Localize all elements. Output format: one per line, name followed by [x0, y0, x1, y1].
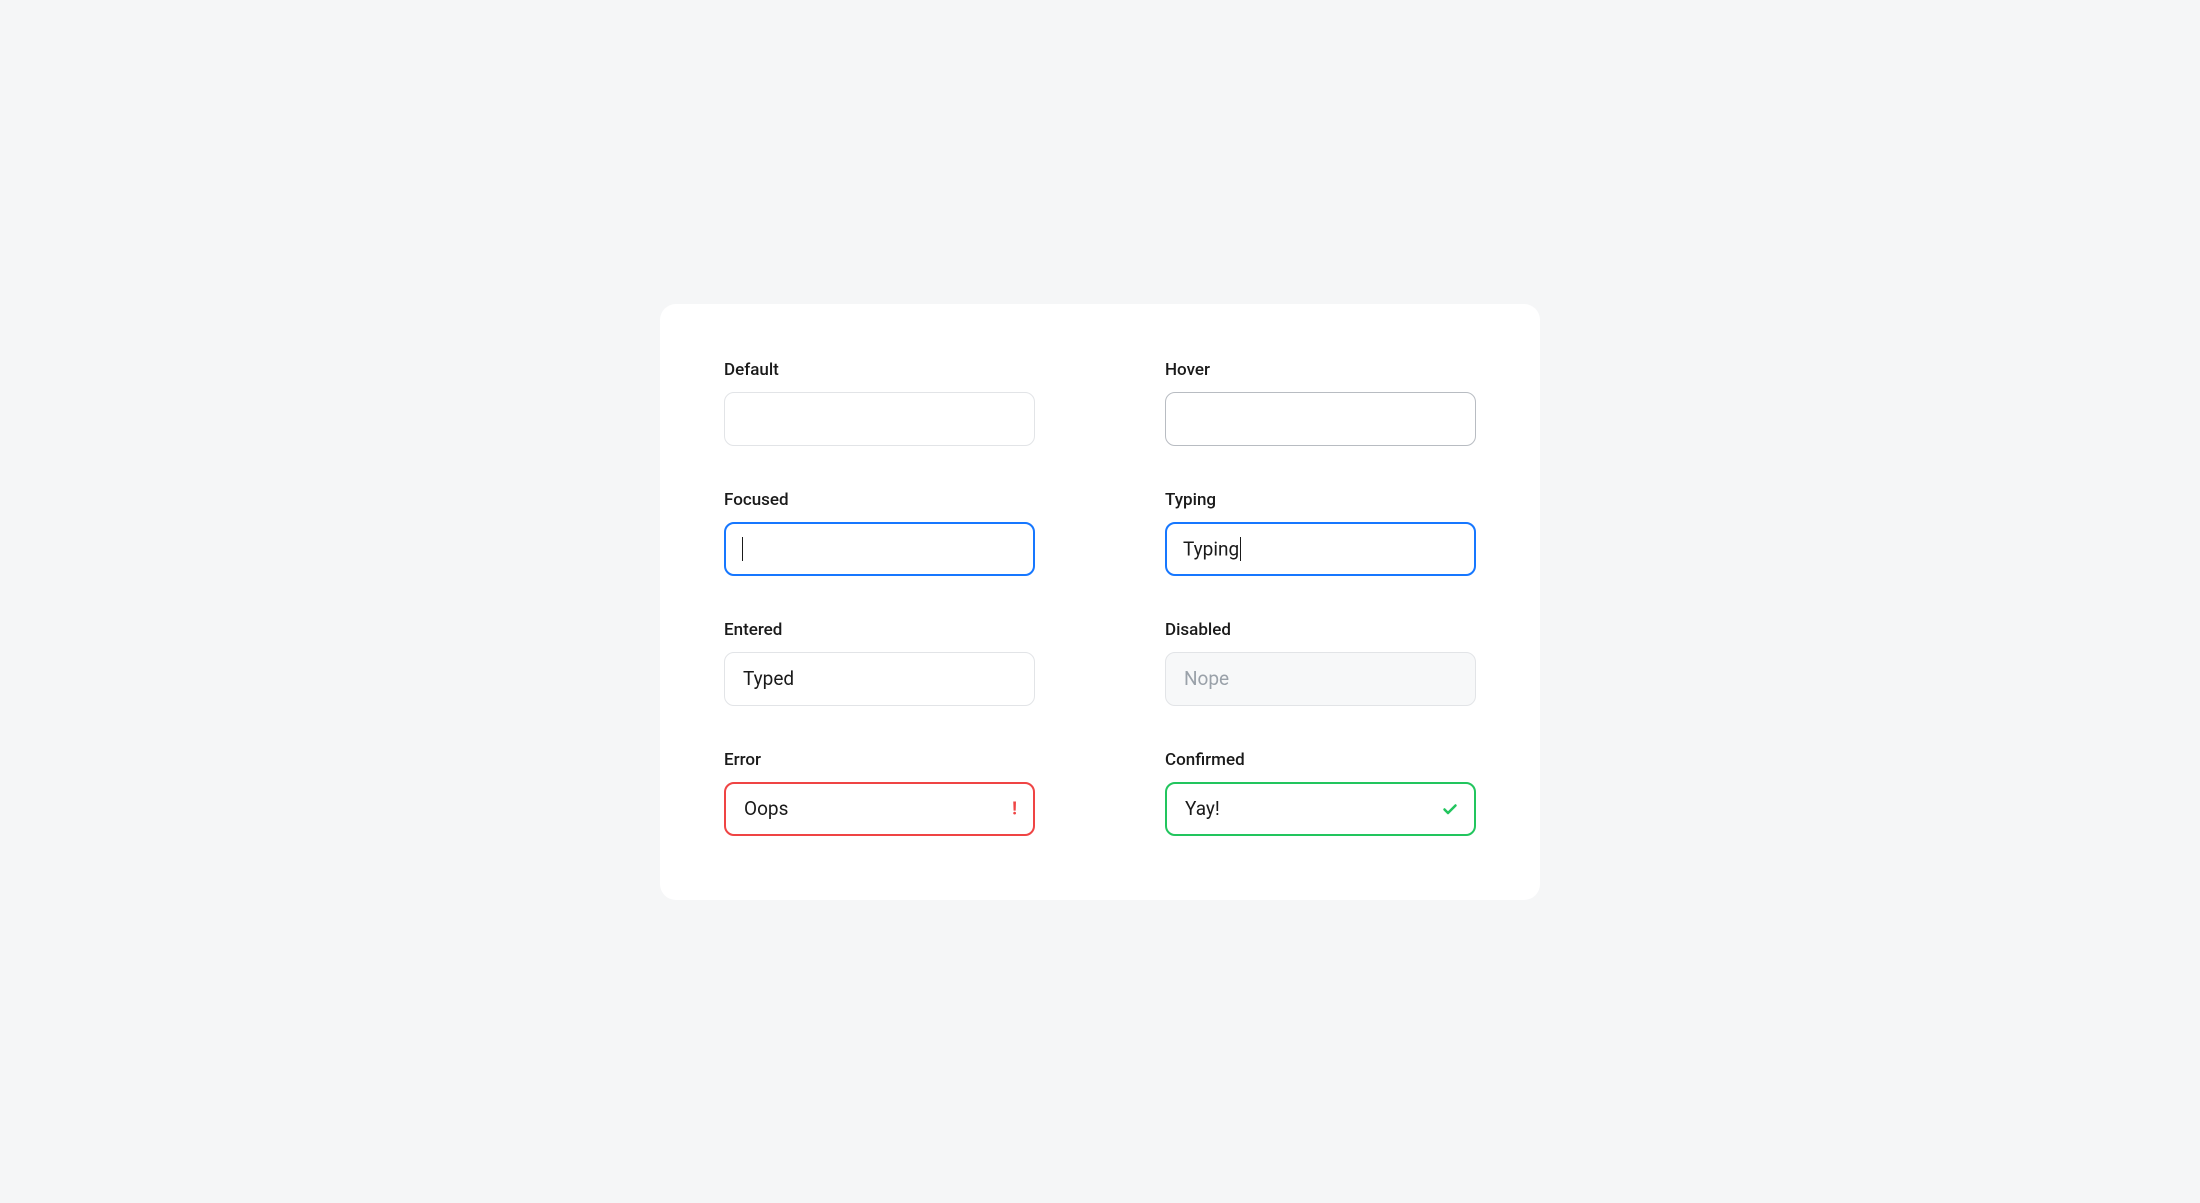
input-wrap-typing: Typing	[1165, 522, 1476, 576]
text-cursor-icon	[1240, 537, 1241, 561]
input-states-card: Default Hover Focused Typing Typing	[660, 304, 1540, 900]
input-default[interactable]	[724, 392, 1035, 446]
label-entered: Entered	[724, 620, 1035, 640]
input-hover[interactable]	[1165, 392, 1476, 446]
label-focused: Focused	[724, 490, 1035, 510]
input-disabled	[1165, 652, 1476, 706]
field-default: Default	[724, 360, 1035, 446]
input-typing[interactable]	[1165, 522, 1476, 576]
field-entered: Entered	[724, 620, 1035, 706]
label-error: Error	[724, 750, 1035, 770]
text-cursor-icon	[742, 537, 743, 561]
input-wrap-disabled	[1165, 652, 1476, 706]
label-confirmed: Confirmed	[1165, 750, 1476, 770]
input-wrap-default	[724, 392, 1035, 446]
field-confirmed: Confirmed	[1165, 750, 1476, 836]
label-disabled: Disabled	[1165, 620, 1476, 640]
input-wrap-entered	[724, 652, 1035, 706]
exclamation-icon: !	[1012, 798, 1017, 819]
input-wrap-confirmed	[1165, 782, 1476, 836]
input-entered[interactable]	[724, 652, 1035, 706]
checkmark-icon	[1442, 801, 1458, 817]
input-wrap-focused	[724, 522, 1035, 576]
field-focused: Focused	[724, 490, 1035, 576]
input-error[interactable]	[724, 782, 1035, 836]
field-hover: Hover	[1165, 360, 1476, 446]
label-hover: Hover	[1165, 360, 1476, 380]
label-default: Default	[724, 360, 1035, 380]
input-focused[interactable]	[724, 522, 1035, 576]
field-disabled: Disabled	[1165, 620, 1476, 706]
input-confirmed[interactable]	[1165, 782, 1476, 836]
input-wrap-error: !	[724, 782, 1035, 836]
input-states-grid: Default Hover Focused Typing Typing	[724, 360, 1476, 836]
input-wrap-hover	[1165, 392, 1476, 446]
field-error: Error !	[724, 750, 1035, 836]
field-typing: Typing Typing	[1165, 490, 1476, 576]
label-typing: Typing	[1165, 490, 1476, 510]
